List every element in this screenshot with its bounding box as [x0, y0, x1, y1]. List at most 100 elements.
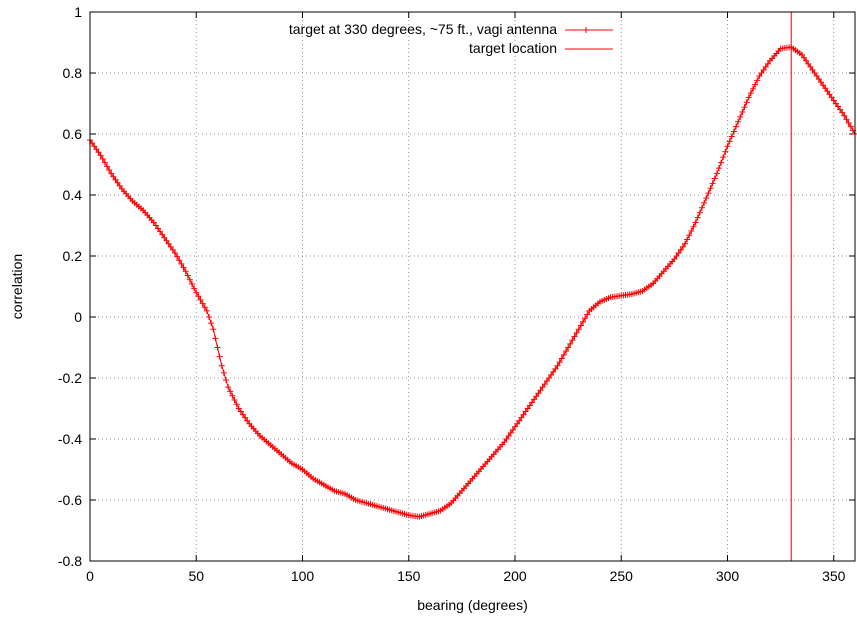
- data-point: [106, 166, 113, 173]
- data-point: [580, 318, 586, 325]
- data-point: [531, 396, 538, 403]
- data-point: [584, 311, 591, 318]
- legend-label-target: target location: [469, 40, 557, 56]
- y-axis-label: correlation: [9, 254, 25, 319]
- data-point: [573, 329, 580, 336]
- data-point: [560, 351, 567, 358]
- data-point: [832, 100, 839, 107]
- data-point: [750, 85, 756, 92]
- y-ticks: -0.8 -0.6 -0.4 -0.2 0 0.2 0.4 0.6 0.8 1: [58, 4, 855, 569]
- y-tick-label: 0.8: [63, 65, 83, 81]
- data-point: [501, 439, 508, 446]
- data-point: [218, 362, 225, 369]
- data-point: [101, 159, 108, 166]
- data-point: [735, 118, 742, 125]
- data-point: [191, 285, 198, 292]
- plot-frame: [89, 11, 856, 562]
- data-point: [558, 355, 565, 362]
- x-tick-label: 350: [822, 568, 846, 584]
- data-point: [805, 60, 812, 67]
- data-point: [682, 240, 688, 247]
- data-point: [220, 369, 227, 376]
- data-point: [845, 120, 852, 127]
- data-point: [169, 246, 176, 253]
- data-point: [208, 320, 215, 327]
- data-point: [214, 344, 221, 351]
- data-point: [567, 340, 574, 347]
- data-point: [841, 112, 848, 119]
- data-point: [505, 432, 512, 439]
- data-point: [764, 60, 771, 67]
- data-point: [556, 359, 563, 366]
- data-point: [754, 77, 761, 84]
- data-point: [737, 113, 744, 120]
- data-point: [543, 378, 550, 385]
- data-point: [690, 223, 697, 230]
- data-point: [822, 85, 829, 92]
- data-point: [161, 234, 168, 241]
- data-point: [716, 165, 722, 172]
- data-point: [760, 66, 767, 73]
- data-point: [152, 222, 159, 229]
- data-point: [694, 214, 701, 221]
- data-point: [696, 209, 703, 216]
- data-point: [193, 289, 200, 296]
- data-point: [520, 411, 527, 418]
- data-point: [847, 123, 854, 130]
- data-point: [720, 154, 727, 161]
- data-point: [569, 337, 576, 344]
- data-point: [537, 387, 544, 394]
- data-point: [820, 82, 827, 89]
- data-point: [240, 411, 246, 418]
- data-point: [186, 276, 193, 283]
- data-point: [722, 148, 729, 155]
- data-point: [522, 408, 529, 415]
- data-point: [110, 173, 117, 180]
- data-point: [203, 307, 210, 314]
- data-point: [724, 143, 731, 150]
- data-point: [167, 243, 174, 250]
- legend-marker-series: [583, 27, 589, 33]
- data-point: [507, 429, 514, 436]
- data-point: [163, 237, 170, 244]
- data-point: [835, 103, 841, 110]
- data-point: [95, 149, 102, 156]
- data-point: [529, 399, 535, 406]
- data-point: [811, 70, 818, 76]
- data-point: [739, 109, 746, 116]
- x-tick-label: 300: [716, 568, 740, 584]
- data-point: [713, 170, 720, 177]
- data-point: [686, 232, 693, 239]
- data-point: [93, 146, 100, 153]
- data-point: [227, 388, 234, 395]
- data-point: [235, 405, 242, 412]
- data-point: [524, 405, 531, 412]
- data-point: [699, 204, 705, 211]
- x-tick-label: 200: [503, 568, 527, 584]
- data-point: [112, 176, 119, 183]
- data-point: [575, 326, 582, 333]
- data-point: [733, 123, 739, 130]
- data-point: [824, 88, 831, 95]
- y-tick-label: 0.6: [63, 126, 83, 142]
- data-point: [565, 344, 572, 351]
- data-point: [839, 109, 846, 116]
- data-point: [747, 90, 754, 97]
- data-point: [212, 335, 219, 342]
- data-point: [809, 66, 816, 73]
- data-point: [533, 393, 540, 400]
- data-point: [582, 315, 589, 322]
- y-tick-label: -0.2: [58, 370, 82, 386]
- legend: target at 330 degrees, ~75 ft., vagi ant…: [289, 21, 613, 56]
- data-point: [509, 426, 516, 433]
- data-point: [673, 253, 680, 259]
- data-point: [837, 106, 844, 113]
- data-point: [178, 260, 185, 267]
- x-tick-label: 100: [291, 568, 315, 584]
- data-point: [512, 423, 518, 430]
- data-point: [97, 152, 104, 159]
- data-point: [726, 138, 733, 145]
- data-point: [104, 163, 110, 170]
- series-markers: [87, 44, 857, 520]
- data-point: [679, 243, 686, 250]
